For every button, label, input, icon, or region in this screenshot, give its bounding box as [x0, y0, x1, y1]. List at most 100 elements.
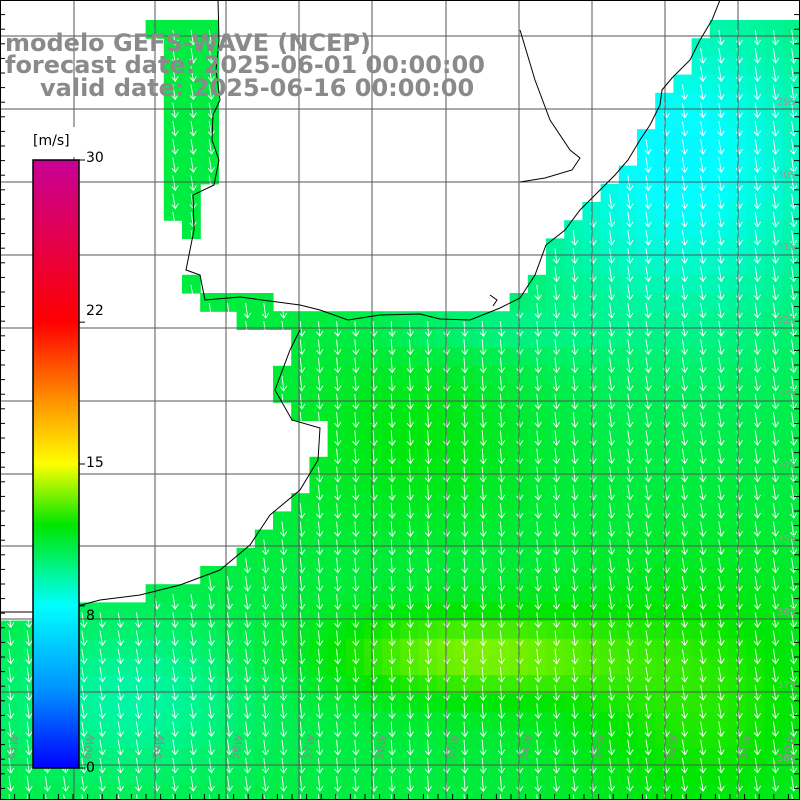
wind-arrow — [644, 193, 652, 210]
wind-arrow — [424, 630, 432, 647]
wind-arrow — [626, 211, 634, 228]
wind-cell — [200, 711, 219, 731]
wind-cell — [673, 384, 693, 403]
wind-arrow — [789, 721, 798, 738]
wind-arrow — [461, 448, 469, 465]
wind-arrow — [753, 266, 761, 283]
wind-cell — [746, 620, 765, 640]
wind-arrow — [789, 612, 798, 628]
wind-cell — [764, 20, 784, 39]
wind-arrow — [8, 794, 11, 800]
wind-cell — [782, 456, 800, 476]
wind-arrow — [171, 612, 179, 628]
wind-cell — [673, 274, 693, 294]
wind-cell — [182, 748, 201, 767]
wind-arrow — [717, 521, 725, 537]
wind-arrow — [607, 776, 616, 792]
wind-cell — [309, 511, 329, 531]
wind-arrow — [534, 594, 542, 610]
wind-cell — [764, 693, 784, 713]
wind-arrow — [771, 157, 780, 173]
wind-cell — [309, 365, 329, 385]
wind-arrow — [225, 739, 233, 756]
wind-arrow — [116, 612, 125, 628]
wind-arrow — [789, 230, 798, 246]
longitude-labels: 61W 60W 59W 58W 57W 56W 55W 54W 53W 52W 51W 50W — [4, 733, 798, 760]
wind-arrow — [717, 230, 725, 246]
wind-arrow — [681, 157, 689, 173]
wind-cell — [345, 766, 365, 785]
wind-cell — [782, 311, 800, 330]
wind-arrow — [406, 503, 414, 519]
wind-cell — [200, 56, 219, 76]
wind-cell — [18, 784, 37, 800]
wind-arrow — [62, 776, 70, 792]
wind-cell — [345, 384, 365, 403]
wind-arrow — [388, 612, 396, 629]
wind-cell — [782, 365, 800, 385]
wind-arrow — [388, 448, 396, 465]
wind-arrow — [80, 612, 88, 628]
wind-cell — [455, 547, 474, 567]
wind-arrow — [699, 666, 707, 683]
wind-cell — [746, 456, 765, 476]
wind-cell — [673, 129, 693, 148]
wind-arrow — [717, 211, 725, 228]
wind-cell — [673, 420, 693, 440]
wind-arrow — [388, 484, 396, 501]
wind-cell — [691, 620, 711, 640]
wind-cell — [782, 183, 800, 203]
wind-cell — [618, 620, 638, 640]
wind-cell — [309, 711, 329, 731]
wind-cell — [746, 20, 765, 39]
wind-arrow — [243, 648, 252, 665]
wind-arrow — [479, 430, 487, 447]
wind-cell — [473, 748, 492, 767]
wind-cell — [728, 547, 747, 567]
wind-cell — [200, 748, 219, 767]
wind-cell — [254, 584, 274, 603]
wind-arrow — [171, 175, 179, 192]
wind-arrow — [352, 430, 360, 447]
wind-cell — [546, 384, 565, 403]
wind-cell — [673, 511, 693, 531]
wind-arrow — [352, 321, 360, 337]
wind-arrow — [479, 612, 487, 629]
wind-cell — [364, 529, 383, 549]
wind-cell — [782, 256, 800, 276]
longitude-label: 57W — [300, 733, 318, 760]
wind-cell — [691, 92, 711, 112]
wind-cell — [418, 711, 438, 731]
wind-arrow — [99, 794, 102, 800]
wind-cell — [200, 74, 219, 94]
wind-arrow — [626, 776, 634, 792]
wind-arrow — [25, 666, 33, 683]
wind-cell — [400, 529, 420, 549]
wind-arrow — [406, 666, 414, 683]
wind-arrow — [316, 375, 324, 392]
wind-cell — [709, 657, 729, 676]
wind-arrow — [298, 503, 306, 519]
wind-cell — [345, 311, 365, 330]
wind-arrow — [461, 594, 469, 610]
wind-arrow — [717, 739, 725, 756]
wind-cell — [764, 329, 784, 349]
wind-arrow — [461, 666, 469, 683]
wind-arrow — [497, 375, 506, 392]
wind-cell — [618, 311, 638, 330]
wind-cell — [291, 748, 310, 767]
wind-arrow — [316, 521, 324, 538]
wind-arrow — [771, 321, 780, 337]
wind-cell — [345, 657, 365, 676]
wind-cell — [345, 493, 365, 512]
wind-cell — [782, 293, 800, 312]
wind-arrow — [171, 29, 179, 46]
wind-arrow — [644, 739, 652, 756]
wind-cell — [764, 129, 784, 148]
wind-arrow — [753, 211, 761, 228]
wind-cell — [546, 602, 565, 622]
wind-cell — [455, 675, 474, 694]
wind-cell — [691, 56, 711, 76]
wind-arrow — [552, 412, 561, 428]
wind-cell — [673, 165, 693, 185]
